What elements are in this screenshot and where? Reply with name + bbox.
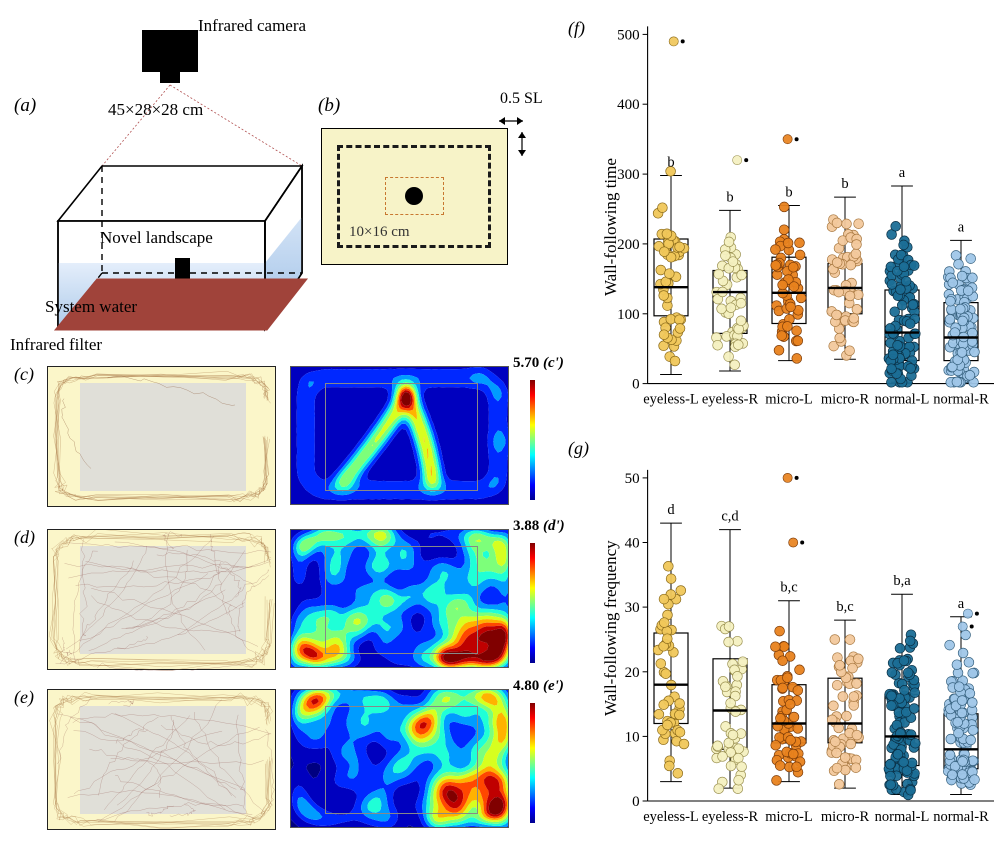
svg-text:micro-R: micro-R [821,809,870,825]
svg-text:eyeless-L: eyeless-L [643,809,699,825]
svg-text:a: a [958,596,965,612]
svg-text:micro-L: micro-L [765,809,813,825]
svg-text:normal-L: normal-L [875,809,930,825]
svg-text:b,c: b,c [836,599,853,615]
svg-text:c,d: c,d [721,509,739,525]
svg-text:50: 50 [625,471,640,487]
svg-text:20: 20 [625,665,640,681]
svg-text:normal-R: normal-R [933,809,989,825]
svg-text:10: 10 [625,729,640,745]
svg-text:b,a: b,a [893,573,911,589]
svg-text:30: 30 [625,600,640,616]
svg-text:0: 0 [632,794,640,810]
svg-text:b,c: b,c [780,580,797,596]
svg-text:40: 40 [625,536,640,552]
svg-text:eyeless-R: eyeless-R [702,809,759,825]
svg-text:d: d [667,502,675,518]
